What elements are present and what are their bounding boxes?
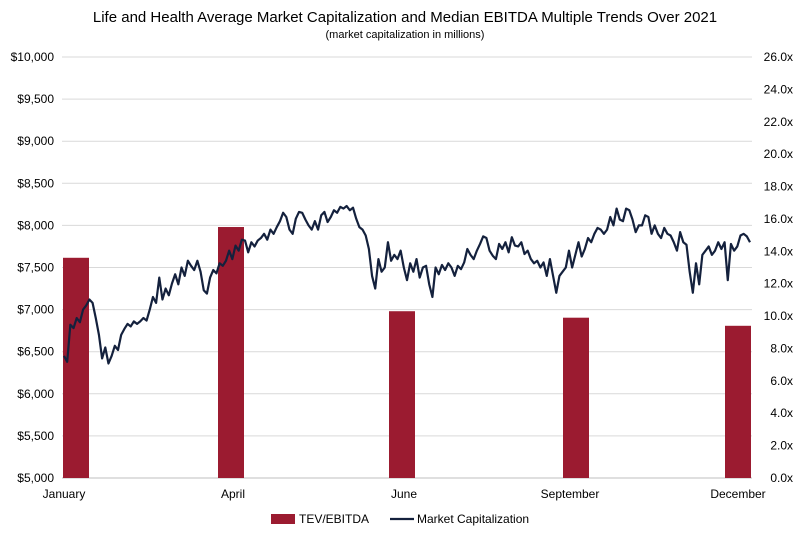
gridlines <box>62 56 752 479</box>
legend-line-label: Market Capitalization <box>417 512 529 526</box>
x-tick-label: December <box>710 487 765 501</box>
x-tick-label: January <box>43 487 86 501</box>
market-cap-line <box>63 204 751 365</box>
x-axis: January April June September December <box>43 487 766 501</box>
right-tick-label: 10.0x <box>764 309 793 323</box>
bar-series <box>63 227 751 478</box>
right-tick-label: 20.0x <box>764 147 793 161</box>
chart-title: Life and Health Average Market Capitaliz… <box>93 9 717 26</box>
left-tick-label: $6,000 <box>17 387 54 401</box>
left-axis: $5,000 $5,500 $6,000 $6,500 $7,000 $7,500 $8,0… <box>11 50 55 485</box>
right-tick-label: 26.0x <box>764 50 793 64</box>
right-tick-label: 14.0x <box>764 244 793 258</box>
right-tick-label: 4.0x <box>770 406 793 420</box>
right-tick-label: 24.0x <box>764 82 793 96</box>
left-tick-label: $7,500 <box>17 261 54 275</box>
right-tick-label: 2.0x <box>770 439 793 453</box>
right-tick-label: 6.0x <box>770 374 793 388</box>
right-tick-label: 16.0x <box>764 212 793 226</box>
left-tick-label: $5,500 <box>17 429 54 443</box>
left-tick-label: $6,500 <box>17 345 54 359</box>
legend: TEV/EBITDA Market Capitalization <box>271 512 529 526</box>
right-tick-label: 18.0x <box>764 180 793 194</box>
left-tick-label: $5,000 <box>17 471 54 485</box>
bar-september <box>563 317 589 478</box>
legend-bar-swatch <box>271 514 295 524</box>
x-tick-label: April <box>221 487 245 501</box>
right-axis: 0.0x 2.0x 4.0x 6.0x 8.0x 10.0x 12.0x 14.0x 16.0x… <box>764 50 793 485</box>
left-tick-label: $8,000 <box>17 218 54 232</box>
x-tick-label: June <box>391 487 417 501</box>
chart-subtitle: (market capitalization in millions) <box>326 29 485 41</box>
left-tick-label: $7,000 <box>17 303 54 317</box>
left-tick-label: $10,000 <box>11 50 55 64</box>
bar-december <box>725 325 751 478</box>
x-tick-label: September <box>541 487 600 501</box>
bar-january <box>63 257 89 478</box>
left-tick-label: $9,500 <box>17 92 54 106</box>
left-tick-label: $8,500 <box>17 176 54 190</box>
bar-april <box>218 227 244 478</box>
right-tick-label: 22.0x <box>764 115 793 129</box>
right-tick-label: 0.0x <box>770 471 793 485</box>
right-tick-label: 12.0x <box>764 277 793 291</box>
left-tick-label: $9,000 <box>17 134 54 148</box>
bar-june <box>389 311 415 478</box>
right-tick-label: 8.0x <box>770 341 793 355</box>
legend-bar-label: TEV/EBITDA <box>299 512 369 526</box>
